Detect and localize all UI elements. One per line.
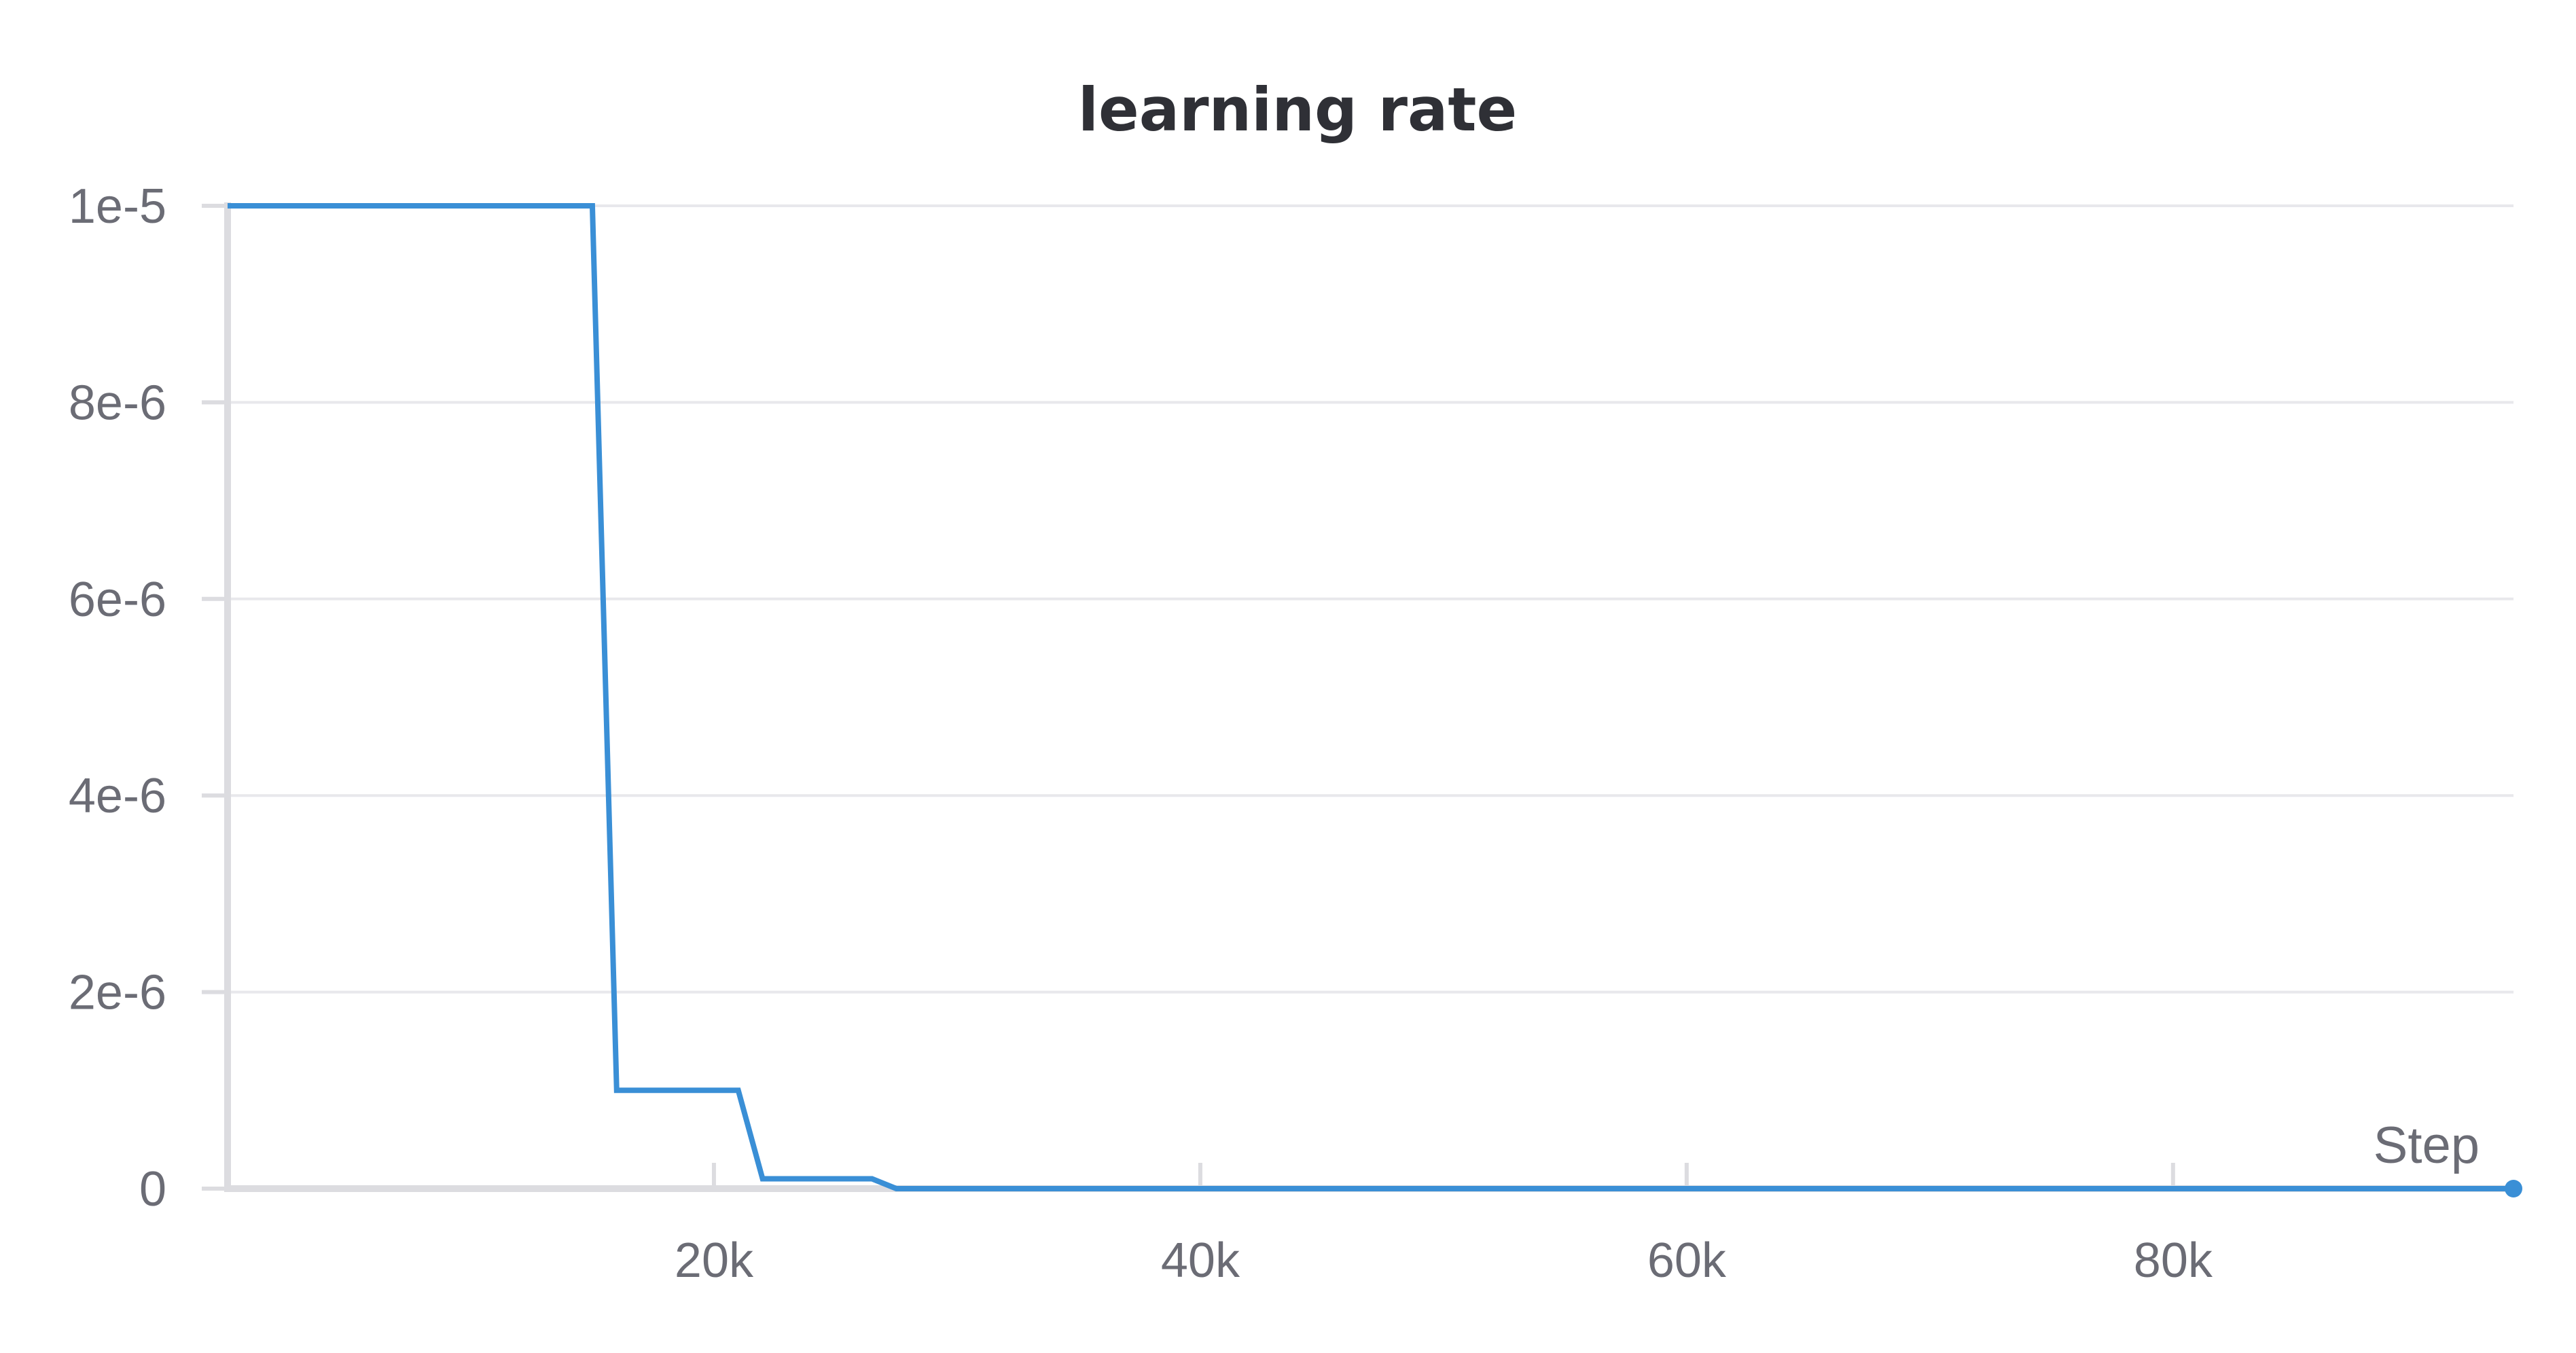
y-tick-label-2: 4e-6 bbox=[69, 769, 166, 823]
x-tick-label-0: 20k bbox=[675, 1233, 754, 1288]
series-lines bbox=[228, 203, 2522, 1197]
tick-labels: 0 2e-6 4e-6 6e-6 8e-6 1e-5 20k 40k 60k 80k bbox=[69, 179, 2213, 1288]
y-tick-label-5: 1e-5 bbox=[69, 179, 166, 234]
axes bbox=[224, 202, 2514, 1192]
series-line-0 bbox=[228, 203, 2514, 1191]
x-tick-label-2: 60k bbox=[1647, 1233, 1727, 1288]
y-tick-label-4: 8e-6 bbox=[69, 376, 166, 430]
y-tick-label-3: 6e-6 bbox=[69, 573, 166, 627]
series-end-point-0 bbox=[2505, 1180, 2522, 1197]
x-axis-label: Step bbox=[2374, 1117, 2480, 1174]
x-tick-label-1: 40k bbox=[1161, 1233, 1240, 1288]
y-tick-label-1: 2e-6 bbox=[69, 966, 166, 1020]
y-tick-label-0: 0 bbox=[139, 1162, 166, 1216]
chart-title: learning rate bbox=[1078, 75, 1517, 145]
gridlines bbox=[228, 204, 2514, 994]
x-tick-label-3: 80k bbox=[2134, 1233, 2213, 1288]
